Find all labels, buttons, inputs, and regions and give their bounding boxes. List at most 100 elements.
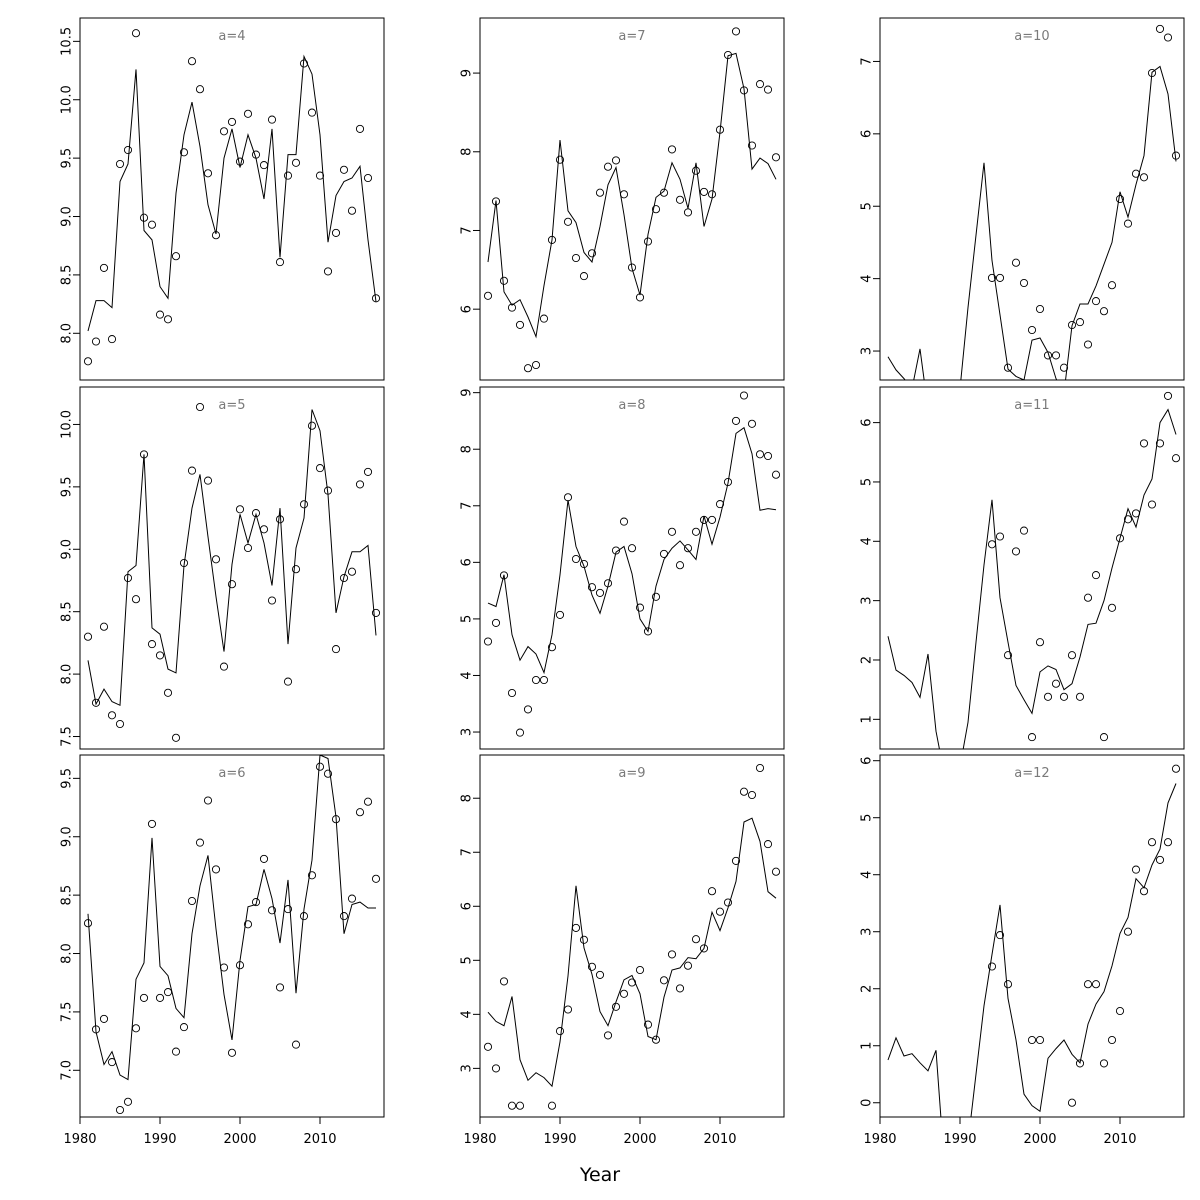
data-point [995, 273, 1005, 282]
data-point [307, 871, 317, 880]
y-tick-label: 9.0 [60, 206, 75, 227]
data-point [595, 970, 605, 979]
data-point [1027, 325, 1037, 335]
data-point [1147, 500, 1157, 509]
data-point [747, 790, 757, 800]
plot-area [483, 391, 781, 737]
data-point [691, 935, 701, 944]
data-point [491, 1064, 501, 1073]
data-point [123, 1097, 133, 1106]
x-tick-label: 1990 [943, 1132, 976, 1147]
data-point [123, 573, 133, 583]
data-point [179, 558, 189, 568]
data-point [291, 565, 301, 574]
plot-frame [879, 754, 1185, 1118]
data-point [747, 141, 757, 150]
plot-area [83, 29, 381, 366]
panel-title: a=11 [1014, 398, 1049, 413]
data-point [635, 603, 645, 612]
data-point [683, 961, 693, 970]
data-point [259, 525, 269, 534]
panel-title: a=4 [218, 29, 245, 44]
y-tick-label: 5 [860, 478, 875, 486]
data-point [339, 912, 349, 921]
data-point [547, 1101, 557, 1110]
data-point [1131, 509, 1141, 518]
data-point [1075, 1059, 1085, 1068]
data-point [339, 165, 349, 174]
data-point [1075, 318, 1085, 327]
data-point [627, 544, 637, 553]
data-point [763, 451, 773, 461]
data-point [1147, 838, 1157, 847]
y-tick-label: 8 [460, 794, 475, 802]
data-point [1067, 1098, 1077, 1107]
data-point [539, 314, 549, 323]
data-point [315, 762, 325, 771]
data-point [187, 466, 197, 475]
data-point [1059, 363, 1069, 372]
data-point [1139, 887, 1149, 896]
data-point [195, 402, 205, 412]
data-point [603, 1031, 613, 1040]
data-point [771, 153, 781, 162]
data-point [155, 651, 165, 660]
y-tick-label: 9.0 [60, 826, 75, 847]
data-point [731, 27, 741, 36]
data-point [291, 158, 301, 167]
data-point [299, 912, 309, 921]
data-point [1099, 733, 1109, 742]
data-point [1059, 692, 1069, 701]
data-point [219, 127, 229, 136]
panel-a-10: a=10 3 4 5 6 7 [860, 17, 1185, 381]
y-tick-label: 5 [860, 814, 875, 822]
data-point [643, 237, 653, 246]
data-point [123, 145, 133, 155]
data-point [371, 874, 381, 883]
data-point [355, 124, 365, 133]
data-point [363, 467, 373, 476]
data-point [651, 1035, 661, 1044]
data-point [1147, 68, 1157, 78]
plot-frame [879, 386, 1185, 750]
data-point [187, 896, 197, 906]
y-tick-label: 9.5 [60, 477, 75, 498]
data-point [619, 517, 629, 526]
panel-title: a=6 [218, 766, 245, 781]
data-point [331, 645, 341, 654]
data-point [107, 335, 117, 344]
panel-title: a=7 [618, 29, 645, 44]
panel-title: a=10 [1014, 29, 1049, 44]
panel-a-7: a=7 6 7 8 9 [460, 17, 785, 381]
data-point [307, 421, 317, 430]
data-point [339, 573, 349, 583]
data-point [731, 856, 741, 865]
y-tick-label: 10.5 [60, 27, 75, 56]
data-point [307, 108, 317, 117]
data-point [1027, 733, 1037, 742]
data-point [755, 763, 765, 773]
data-point [99, 622, 109, 631]
data-point [179, 1023, 189, 1032]
data-point [579, 935, 589, 944]
data-point [691, 166, 701, 175]
y-tick-label: 0 [860, 1099, 875, 1107]
data-point [987, 540, 997, 549]
data-point [323, 486, 333, 495]
data-point [587, 962, 597, 971]
panel-grid: a=48.08.59.09.510.010.5 a=76789a=1034567a… [60, 17, 1185, 1147]
y-tick-label: 6 [460, 558, 475, 566]
data-point [1123, 927, 1133, 936]
data-point [619, 989, 629, 998]
y-tick-label: 10.0 [60, 410, 75, 439]
data-point [523, 705, 533, 714]
data-point [739, 391, 749, 400]
data-point [155, 310, 165, 319]
data-point [203, 796, 213, 805]
y-tick-label: 4 [860, 537, 875, 545]
data-point [523, 364, 533, 373]
data-point [139, 993, 149, 1002]
data-point [723, 898, 733, 907]
plot-frame [479, 17, 785, 381]
data-point [1003, 363, 1013, 372]
